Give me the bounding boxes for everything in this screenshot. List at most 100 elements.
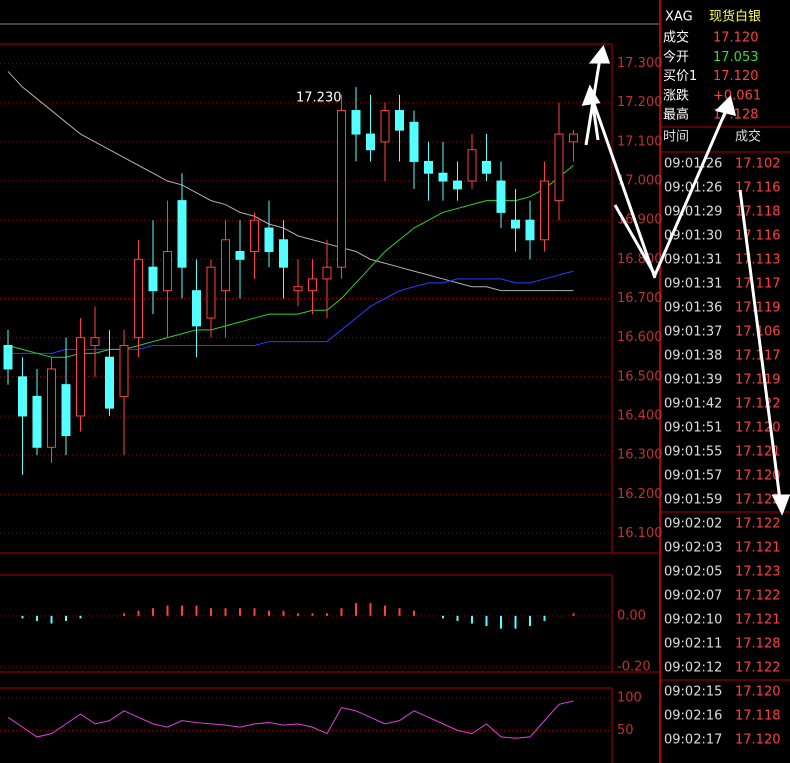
candle-body [453, 180, 462, 190]
candle-body [569, 133, 578, 143]
field-value: 17.120 [713, 69, 759, 84]
arrow-head [771, 494, 790, 516]
y-tick-label: 16.800 [617, 252, 663, 267]
trade-time: 09:02:05 [664, 565, 722, 580]
candle-body [119, 344, 129, 397]
candle-body [337, 110, 346, 268]
trade-time: 09:01:42 [664, 397, 722, 412]
moving-average [7, 71, 574, 292]
candle-body [409, 121, 419, 162]
candle-body [366, 133, 375, 151]
candle-body [496, 180, 506, 213]
arrow-head [581, 84, 601, 106]
trade-time: 09:01:29 [664, 205, 722, 220]
y-tick-label: 16.400 [617, 408, 663, 423]
trade-time: 09:02:07 [664, 589, 722, 604]
trade-price: 17.123 [735, 565, 781, 580]
candle-body [32, 395, 42, 448]
y-tick-label: 16.100 [617, 526, 663, 541]
candle-body [308, 278, 317, 292]
candle-body [511, 219, 520, 229]
candle-body [482, 160, 491, 174]
trade-time: 09:02:12 [664, 661, 722, 676]
candle-body [206, 266, 216, 319]
y-tick-label: 16.900 [617, 213, 663, 228]
column-header: 时间 [663, 130, 689, 145]
candle-body [380, 110, 390, 143]
trade-time: 09:01:36 [664, 301, 722, 316]
candle-body [540, 180, 549, 241]
candle-body [177, 200, 187, 268]
candle-body [221, 239, 230, 292]
arrow [738, 189, 782, 501]
candle-body [525, 219, 535, 241]
trade-time: 09:01:31 [664, 277, 722, 292]
candle-body [192, 290, 201, 327]
rsi-line [7, 700, 574, 739]
field-value: 17.120 [713, 31, 759, 46]
trade-price: 17.122 [735, 661, 781, 676]
trade-price: 17.120 [735, 685, 781, 700]
trade-time: 09:01:38 [664, 349, 722, 364]
trade-time: 09:02:02 [664, 517, 722, 532]
trade-price: 17.122 [735, 397, 781, 412]
trade-price: 17.122 [735, 589, 781, 604]
trade-time: 09:02:10 [664, 613, 722, 628]
trade-price: 17.119 [735, 301, 781, 316]
trade-time: 09:01:37 [664, 325, 722, 340]
candle-body [351, 110, 361, 135]
annotation: 17.230 [296, 91, 342, 106]
trade-price: 17.122 [735, 517, 781, 532]
annotation-arrows [581, 44, 790, 516]
field-label: 成交 [663, 30, 689, 46]
trade-time: 09:01:26 [664, 157, 722, 172]
trade-price: 17.120 [735, 733, 781, 748]
trade-price: 17.113 [735, 253, 781, 268]
y-tick-label: 17.300 [617, 56, 663, 71]
y-tick-label: 16.700 [617, 291, 663, 306]
candle-body [134, 258, 143, 339]
trade-time: 09:02:03 [664, 541, 722, 556]
trade-time: 09:02:11 [664, 637, 722, 652]
trade-time: 09:01:31 [664, 253, 722, 268]
moving-average [7, 164, 574, 358]
y-tick-label: 16.300 [617, 448, 663, 463]
candle-body [47, 368, 56, 448]
trade-price: 17.121 [735, 541, 781, 556]
field-value: 17.053 [713, 50, 759, 65]
candle-body [279, 239, 288, 268]
y-tick-label: 50 [617, 723, 634, 738]
field-label: 买价1 [663, 69, 697, 84]
trade-price: 17.128 [735, 637, 781, 652]
trade-time: 09:01:51 [664, 421, 722, 436]
y-tick-label: 100 [617, 690, 642, 705]
trade-price: 17.120 [735, 421, 781, 436]
candle-body [61, 384, 71, 437]
candle-body [18, 376, 27, 417]
trade-price: 17.117 [735, 277, 781, 292]
trade-time: 09:02:16 [664, 709, 722, 724]
trade-time: 09:01:39 [664, 373, 722, 388]
trade-price: 17.118 [735, 205, 781, 220]
trade-price: 17.121 [735, 613, 781, 628]
candle-body [554, 133, 564, 202]
y-tick-label: -0.20 [617, 659, 651, 674]
trade-time: 09:02:15 [664, 685, 722, 700]
trade-time: 09:01:57 [664, 469, 722, 484]
arrow-head [588, 44, 611, 64]
trade-price: 17.120 [735, 469, 781, 484]
trade-price: 17.116 [735, 229, 781, 244]
symbol: XAG [665, 10, 693, 25]
candle-body [105, 356, 114, 409]
candle-body [293, 286, 303, 292]
trade-time: 09:01:55 [664, 445, 722, 460]
field-label: 涨跌 [663, 87, 689, 103]
candle-body [395, 110, 404, 131]
arrow [613, 107, 729, 279]
candle-body [90, 337, 100, 346]
candle-body [424, 160, 433, 174]
candle-body [438, 172, 448, 182]
candle-body [235, 251, 245, 260]
trade-time: 09:01:30 [664, 229, 722, 244]
y-tick-label: 17.000 [617, 174, 663, 189]
